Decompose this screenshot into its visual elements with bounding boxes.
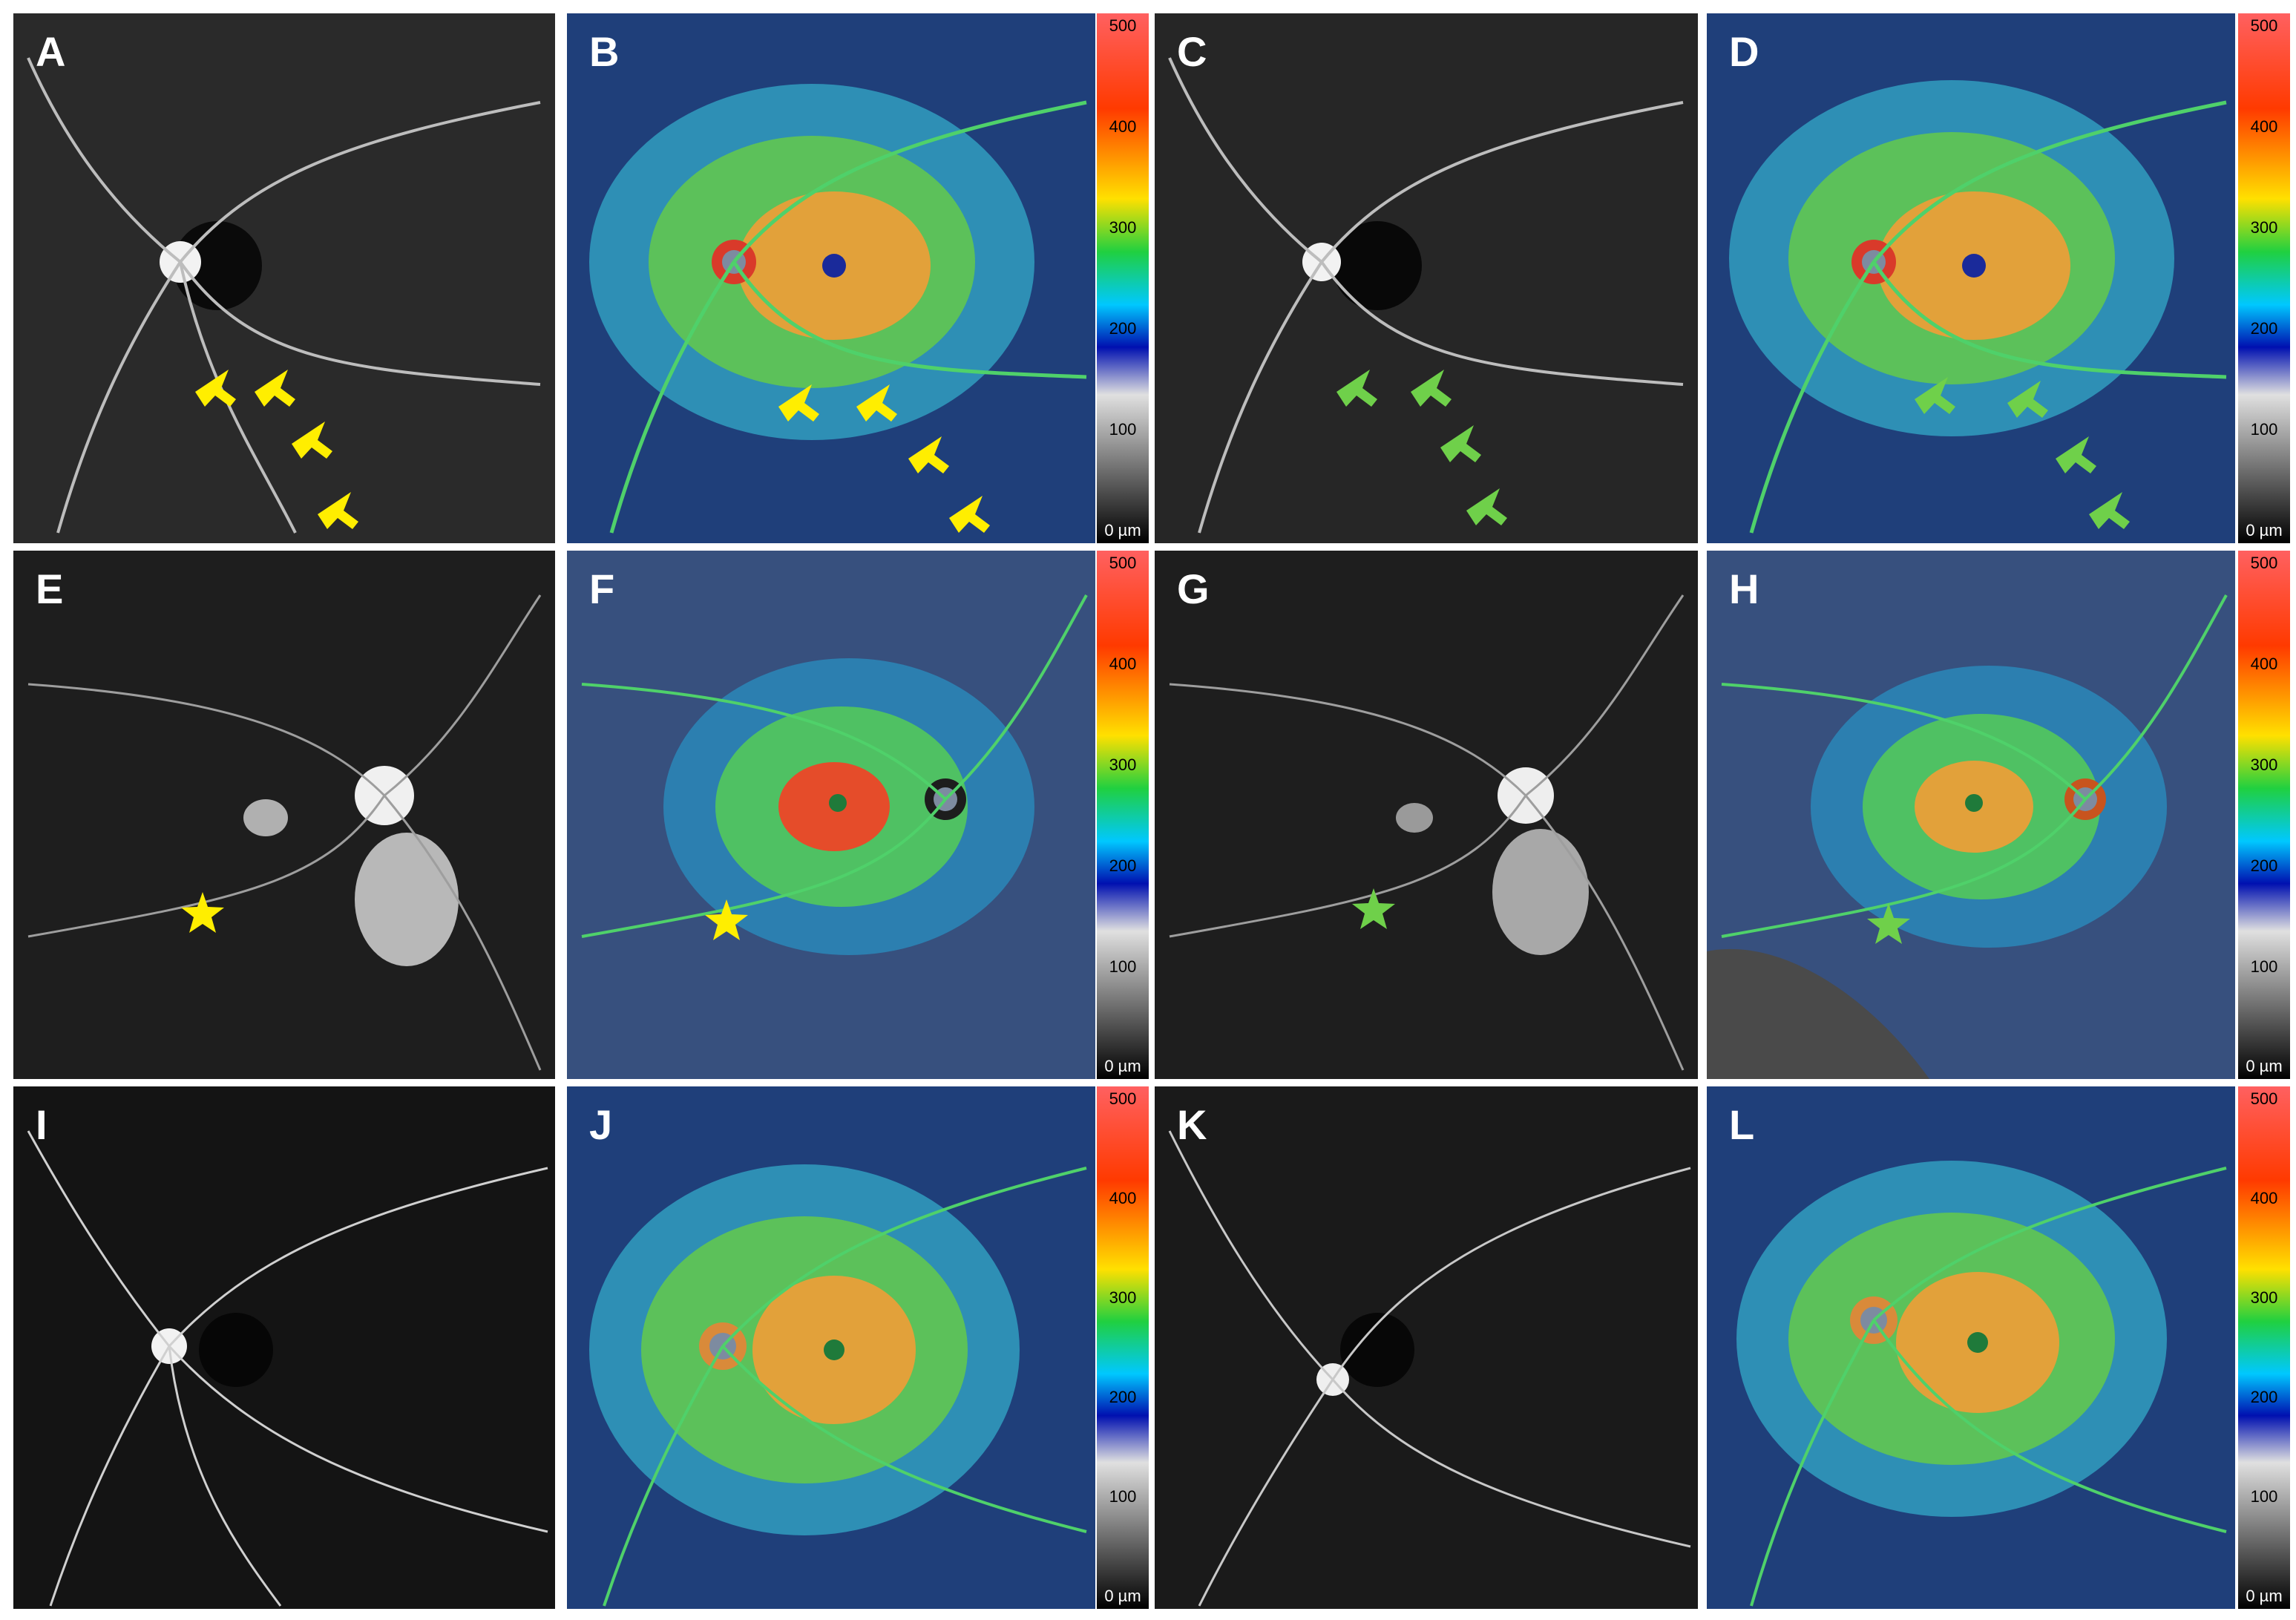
scale-tick: 300 [1109,218,1137,237]
scale-tick: 0 µm [2246,1587,2283,1605]
scale-gradient [1097,551,1149,1079]
thickness-map-image [1707,1086,2235,1609]
panel-label: E [36,565,64,612]
panel-c: C [1155,13,1698,543]
scale-tick: 300 [2250,755,2278,774]
panel-h: H [1707,551,2235,1079]
panel-g: G [1155,551,1698,1079]
scale-tick: 500 [2250,554,2278,572]
panel-label: J [589,1101,613,1148]
scale-gradient [2238,1086,2290,1609]
thickness-scale: 500 400 300 200 100 0 µm [1097,13,1149,543]
panel-label: K [1177,1101,1207,1148]
thickness-map-image [1707,13,2235,543]
scale-tick: 200 [1109,319,1137,338]
green-arrows [1915,377,2130,529]
angiogram-image [1155,1086,1698,1609]
panel-k: K [1155,1086,1698,1609]
scale-tick: 400 [2250,655,2278,673]
panel-label: I [36,1101,47,1148]
scale-tick: 400 [2250,1189,2278,1207]
scale-tick: 0 µm [1104,1057,1141,1075]
thickness-map-image [567,1086,1095,1609]
scale-tick: 400 [1109,655,1137,673]
panel-label: C [1177,28,1207,75]
panel-label: B [589,28,620,75]
scale-gradient [2238,13,2290,543]
scale-tick: 200 [2250,1388,2278,1406]
scale-tick: 100 [2250,957,2278,976]
scale-tick: 500 [1109,1089,1137,1108]
scale-tick: 200 [1109,856,1137,875]
yellow-star [705,899,748,940]
thickness-map-image [567,13,1095,543]
panel-label: G [1177,565,1210,612]
panel-b: B [567,13,1095,543]
panel-label: D [1729,28,1759,75]
scale-tick: 200 [1109,1388,1137,1406]
panel-a: A [13,13,555,543]
panel-label: A [36,28,66,75]
scale-tick: 0 µm [2246,521,2283,540]
thickness-scale: 500 400 300 200 100 0 µm [2238,13,2290,543]
scale-tick: 200 [2250,319,2278,338]
green-star [1867,903,1910,944]
yellow-star [181,892,224,933]
panel-label: L [1729,1101,1755,1148]
thickness-scale: 500 400 300 200 100 0 µm [1097,1086,1149,1609]
scale-tick: 100 [1109,1487,1137,1506]
scale-tick: 100 [2250,1487,2278,1506]
green-star [1352,888,1395,929]
panel-f: F [567,551,1095,1079]
scale-tick: 400 [1109,117,1137,136]
angiogram-image [1155,13,1698,543]
scale-gradient [1097,1086,1149,1609]
panel-j: J [567,1086,1095,1609]
scale-tick: 300 [2250,218,2278,237]
panel-i: I [13,1086,555,1609]
thickness-scale: 500 400 300 200 100 0 µm [2238,1086,2290,1609]
scale-gradient [1097,13,1149,543]
scale-tick: 100 [1109,957,1137,976]
angiogram-image [13,1086,555,1609]
panel-label: F [589,565,615,612]
scale-tick: 0 µm [1104,1587,1141,1605]
yellow-arrows [195,370,358,529]
scale-tick: 200 [2250,856,2278,875]
thickness-map-image [567,551,1095,1079]
scale-tick: 500 [1109,554,1137,572]
scale-tick: 300 [2250,1288,2278,1307]
scale-tick: 500 [1109,16,1137,35]
scale-tick: 500 [2250,16,2278,35]
thickness-scale: 500 400 300 200 100 0 µm [1097,551,1149,1079]
thickness-map-image [1707,551,2235,1079]
scale-tick: 500 [2250,1089,2278,1108]
angiogram-image [13,551,555,1079]
panel-l: L [1707,1086,2235,1609]
panel-label: H [1729,565,1759,612]
scale-tick: 400 [1109,1189,1137,1207]
angiogram-image [13,13,555,543]
scale-tick: 0 µm [1104,521,1141,540]
scale-gradient [2238,551,2290,1079]
green-arrows [1336,370,1507,525]
yellow-arrows [778,384,990,533]
scale-tick: 400 [2250,117,2278,136]
thickness-scale: 500 400 300 200 100 0 µm [2238,551,2290,1079]
scale-tick: 300 [1109,1288,1137,1307]
scale-tick: 300 [1109,755,1137,774]
scale-tick: 0 µm [2246,1057,2283,1075]
panel-e: E [13,551,555,1079]
angiogram-image [1155,551,1698,1079]
scale-tick: 100 [1109,420,1137,439]
panel-d: D [1707,13,2235,543]
scale-tick: 100 [2250,420,2278,439]
